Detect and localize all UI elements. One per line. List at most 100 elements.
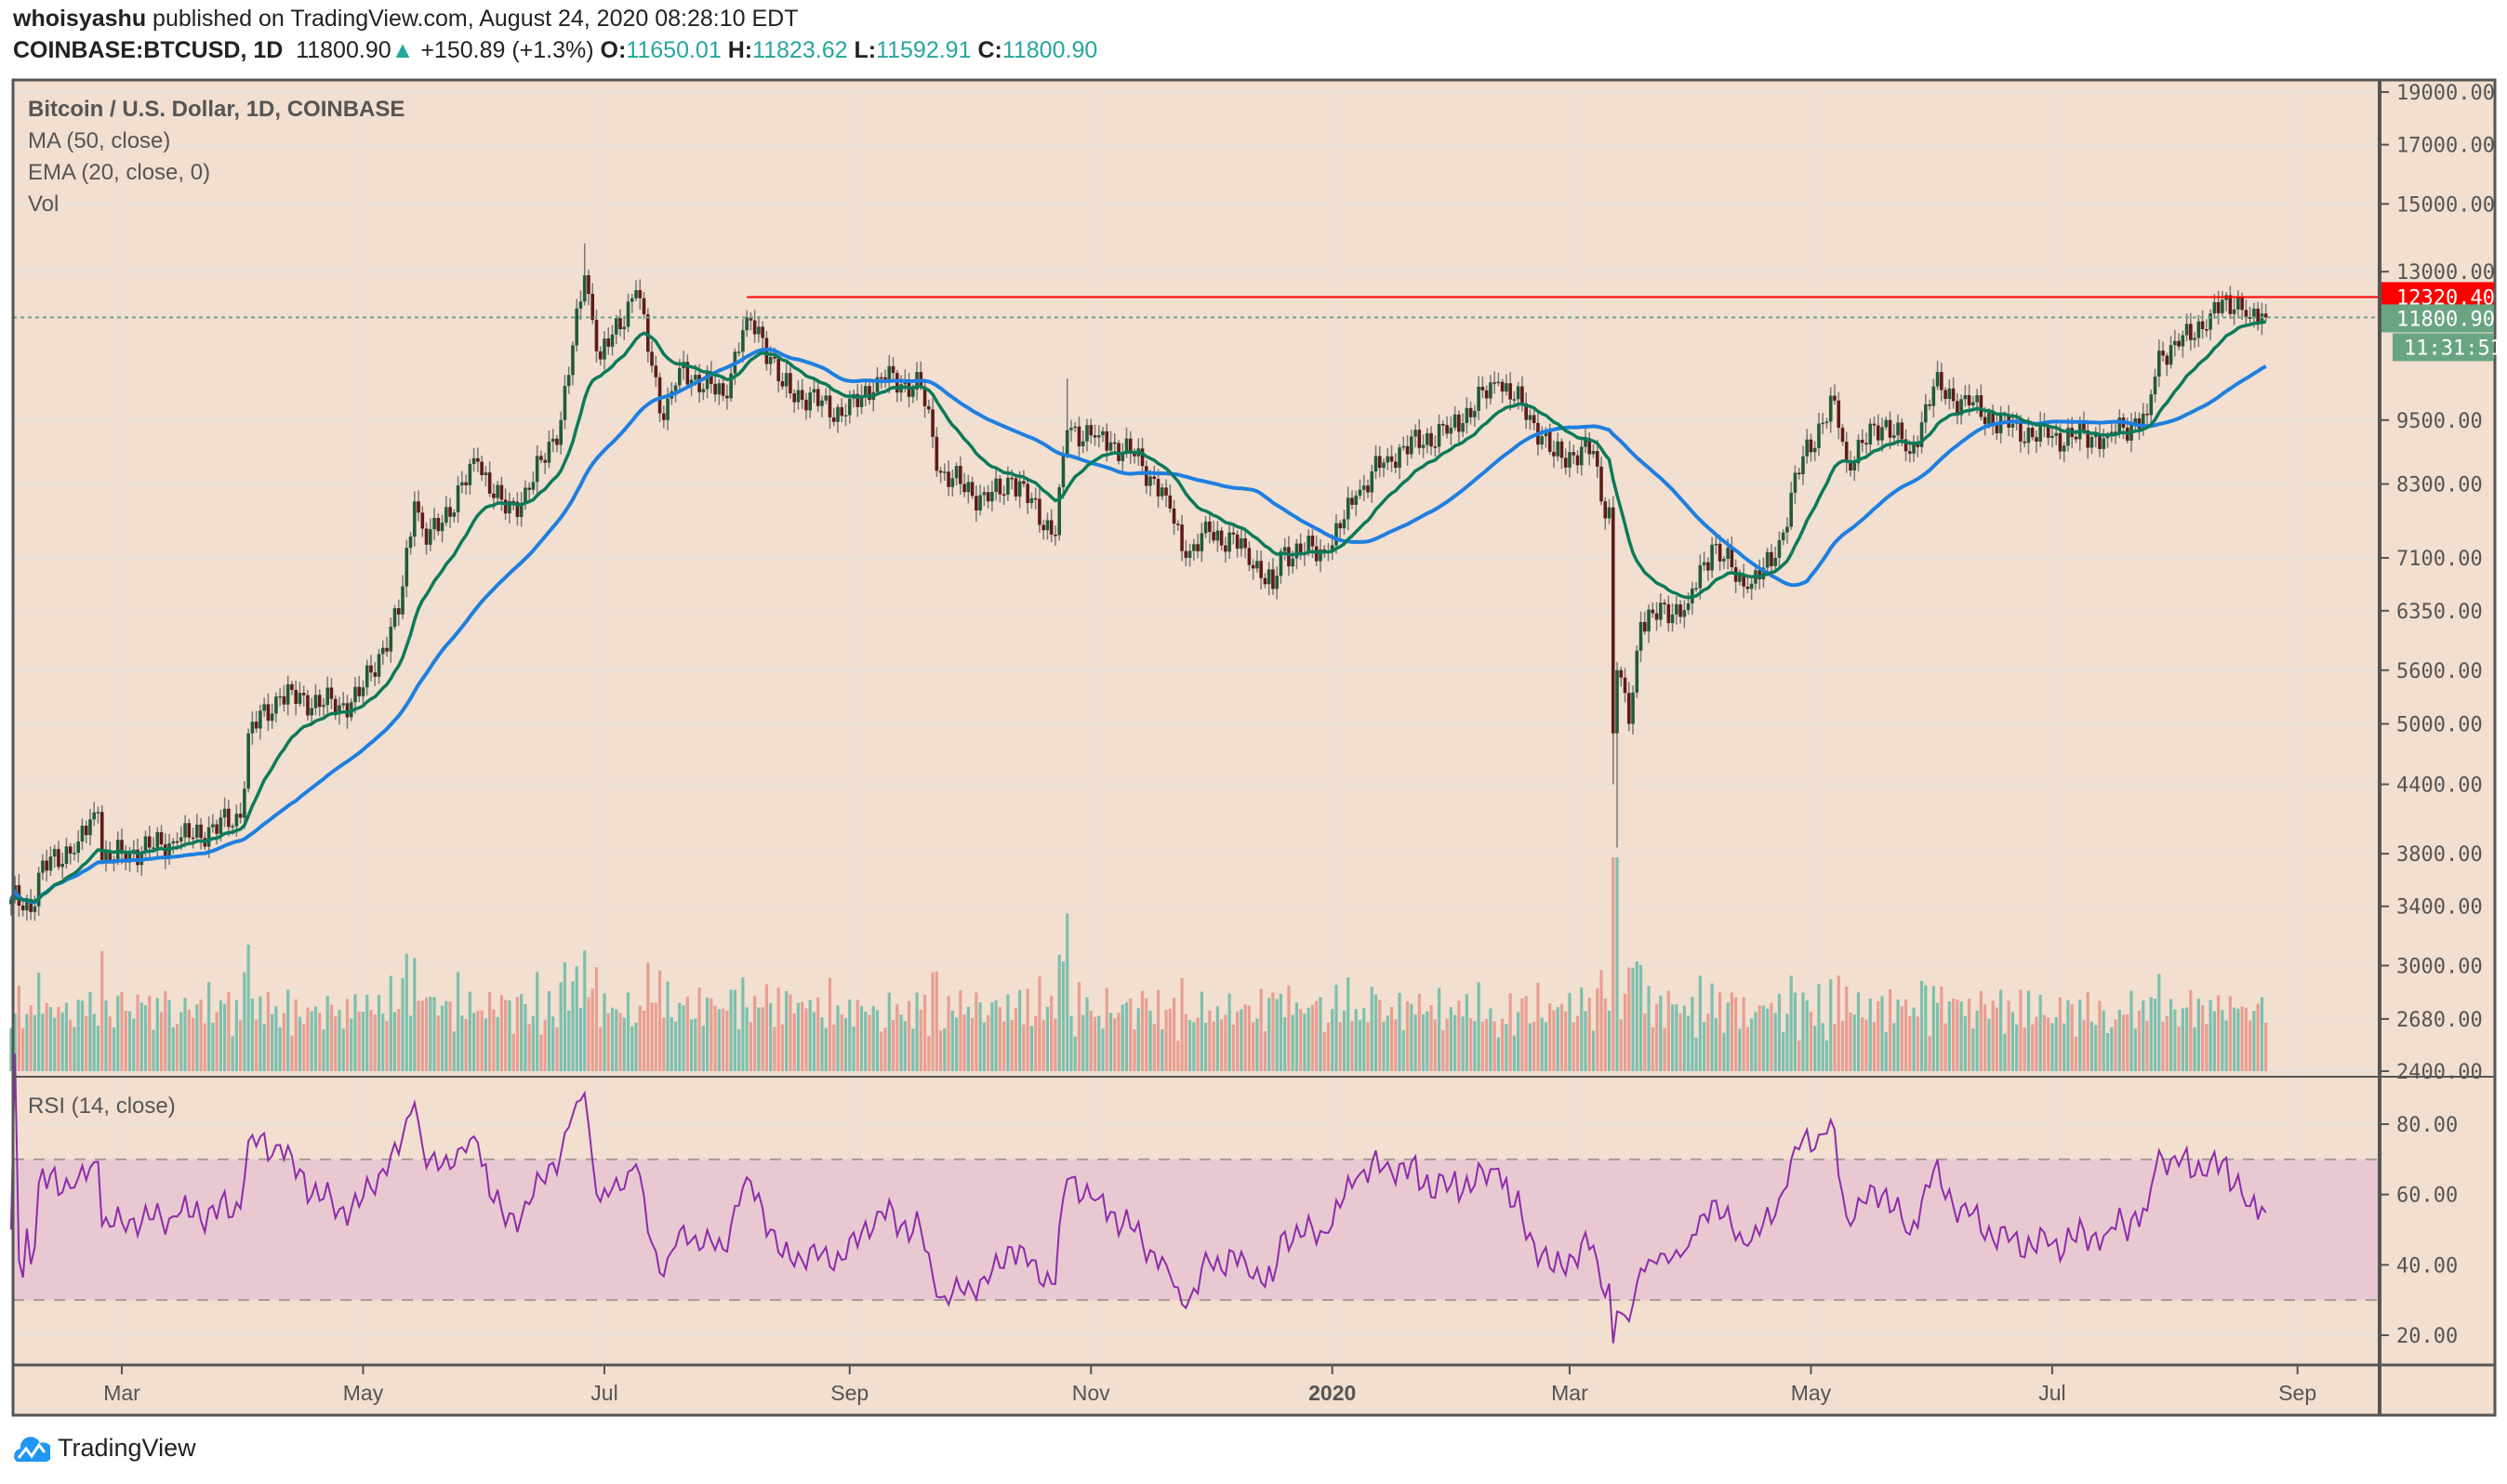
candle-up xyxy=(1647,609,1651,632)
candle-down xyxy=(420,512,425,529)
volume-bar xyxy=(931,972,935,1071)
volume-bar xyxy=(1900,1006,1903,1071)
volume-bar xyxy=(871,1005,875,1071)
candle-down xyxy=(1559,441,1564,458)
candle-down xyxy=(1603,501,1608,519)
candle-up xyxy=(76,841,81,854)
volume-bar xyxy=(571,981,575,1071)
volume-bar xyxy=(322,1029,325,1071)
candle-down xyxy=(1552,451,1556,457)
candle-up xyxy=(745,317,749,331)
volume-bar xyxy=(938,1030,943,1071)
tradingview-logo[interactable]: TradingView xyxy=(13,1432,196,1464)
volume-bar xyxy=(1457,1000,1461,1071)
volume-bar xyxy=(1852,1014,1856,1071)
candle-up xyxy=(365,665,369,688)
candle-up xyxy=(270,713,274,722)
volume-bar xyxy=(990,1001,994,1071)
volume-bar xyxy=(1045,1006,1050,1071)
volume-bar xyxy=(1647,986,1651,1071)
candle-down xyxy=(1405,445,1410,455)
volume-bar xyxy=(1979,990,1983,1071)
candle-up xyxy=(131,849,136,852)
candle-down xyxy=(290,683,294,691)
candle-up xyxy=(2050,435,2054,438)
volume-bar xyxy=(488,991,492,1071)
volume-bar xyxy=(2129,990,2133,1071)
volume-bar xyxy=(385,1021,389,1071)
volume-bar xyxy=(1085,997,1089,1071)
candle-up xyxy=(1334,523,1338,546)
candle-up xyxy=(950,478,955,487)
candle-down xyxy=(935,436,939,471)
ema-legend[interactable]: EMA (20, close, 0) xyxy=(28,160,211,185)
candle-up xyxy=(285,683,290,705)
candle-down xyxy=(1093,435,1097,438)
candle-down xyxy=(396,608,401,615)
volume-bar xyxy=(1552,1010,1556,1071)
volume-bar xyxy=(710,998,713,1071)
candle-down xyxy=(2177,340,2181,347)
volume-bar xyxy=(171,1027,175,1071)
volume-bar xyxy=(1623,993,1627,1071)
volume-bar xyxy=(1995,1007,1998,1071)
candle-down xyxy=(199,824,203,839)
candle-down xyxy=(464,482,468,485)
candle-up xyxy=(468,463,472,485)
volume-bar xyxy=(1580,987,1584,1071)
candle-up xyxy=(313,695,318,709)
candle-down xyxy=(1014,478,1018,497)
volume-bar xyxy=(1129,998,1133,1071)
candle-down xyxy=(417,501,420,513)
volume-bar xyxy=(2015,1024,2019,1071)
volume-bar xyxy=(1489,1008,1492,1071)
volume-bar xyxy=(1872,1022,1877,1071)
candle-up xyxy=(2252,308,2256,318)
candle-down xyxy=(45,860,48,871)
candle-down xyxy=(2058,432,2063,452)
author-name[interactable]: whoisyashu xyxy=(13,6,147,32)
candle-down xyxy=(424,528,429,545)
volume-bar xyxy=(1908,1015,1912,1071)
rsi-legend[interactable]: RSI (14, close) xyxy=(28,1093,176,1119)
candle-up xyxy=(812,389,816,393)
volume-bar xyxy=(1477,982,1480,1071)
candle-up xyxy=(566,375,571,387)
ma-legend[interactable]: MA (50, close) xyxy=(28,128,171,153)
candle-up xyxy=(843,415,848,417)
candle-down xyxy=(1626,693,1631,724)
volume-bar xyxy=(1651,1027,1654,1071)
candle-up xyxy=(820,400,824,406)
volume-bar xyxy=(1421,1014,1426,1071)
candle-down xyxy=(891,365,895,374)
candle-down xyxy=(1872,423,1877,426)
candle-down xyxy=(215,824,219,834)
candle-up xyxy=(1912,441,1916,454)
volume-bar xyxy=(2035,1016,2038,1071)
volume-bar xyxy=(1057,954,1061,1071)
candle-up xyxy=(1722,559,1726,562)
volume-bar xyxy=(2058,997,2063,1071)
vol-legend[interactable]: Vol xyxy=(28,192,60,217)
volume-bar xyxy=(1591,1030,1596,1071)
volume-bar xyxy=(389,975,392,1071)
volume-bar xyxy=(646,962,650,1071)
candle-down xyxy=(539,456,543,460)
volume-bar xyxy=(1172,997,1176,1071)
candle-down xyxy=(650,351,654,366)
volume-bar xyxy=(1758,1005,1761,1071)
candle-up xyxy=(60,863,64,868)
candle-down xyxy=(1484,390,1489,399)
volume-bar xyxy=(464,1018,468,1071)
candle-down xyxy=(1180,524,1184,551)
volume-bar xyxy=(868,1014,871,1071)
volume-bar xyxy=(290,1035,294,1071)
candle-down xyxy=(333,698,338,714)
price-tick-label: 8300.00 xyxy=(2396,474,2483,497)
candle-down xyxy=(1350,497,1354,505)
volume-bar xyxy=(1821,1023,1824,1071)
volume-bar xyxy=(1117,1013,1121,1071)
volume-bar xyxy=(1619,1019,1623,1071)
candle-up xyxy=(1824,421,1829,423)
